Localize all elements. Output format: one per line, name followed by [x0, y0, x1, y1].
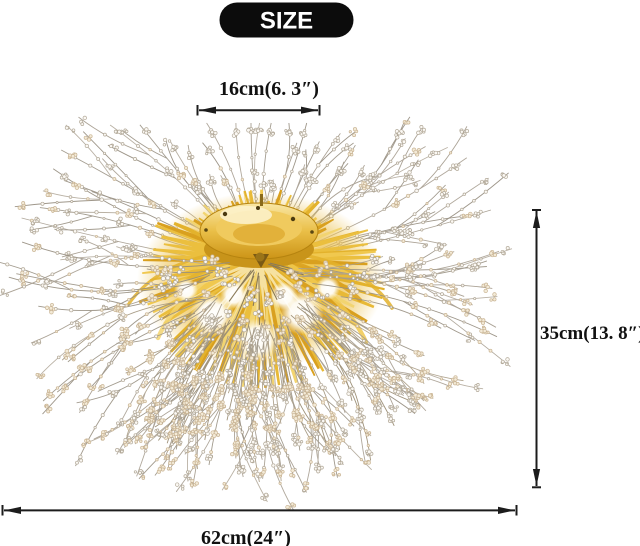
svg-text:35cm(13. 8″): 35cm(13. 8″) [540, 323, 640, 344]
svg-text:16cm(6. 3″): 16cm(6. 3″) [219, 78, 319, 100]
svg-text:62cm(24″): 62cm(24″) [201, 527, 291, 546]
svg-text:SIZE: SIZE [260, 8, 313, 35]
